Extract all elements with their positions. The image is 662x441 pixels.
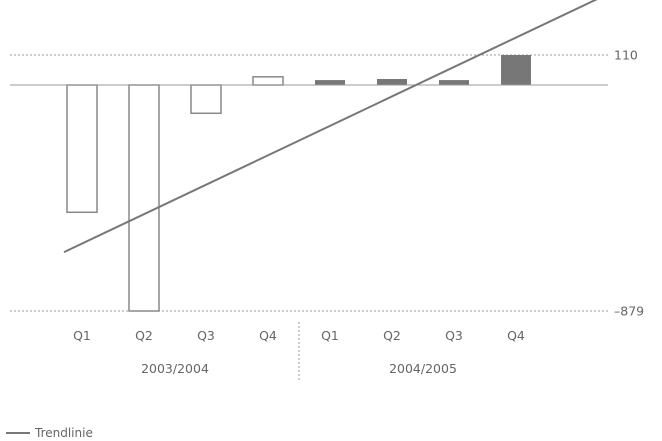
bar-3 [252, 76, 284, 86]
legend-trendline-swatch [6, 432, 30, 434]
x-tick-0: Q1 [73, 328, 91, 343]
reference-label-0: 110 [614, 48, 638, 63]
x-tick-3: Q4 [259, 328, 277, 343]
legend-trendline-label: Trendlinie [35, 426, 93, 440]
bar-5 [377, 79, 407, 85]
group-label-1: 2004/2005 [389, 361, 457, 376]
x-tick-4: Q1 [321, 328, 339, 343]
reference-label-1: –879 [614, 304, 644, 319]
x-axis-ticks: Q1 Q2 Q3 Q4 Q1 Q2 Q3 Q4 [73, 328, 525, 343]
group-label-0: 2003/2004 [141, 361, 209, 376]
bars [66, 55, 531, 312]
reference-labels: 110 –879 [614, 48, 644, 319]
x-tick-6: Q3 [445, 328, 463, 343]
legend: Trendlinie [6, 425, 93, 441]
bar-1 [128, 84, 160, 312]
bar-6 [439, 80, 469, 85]
x-tick-5: Q2 [383, 328, 401, 343]
x-tick-7: Q4 [507, 328, 525, 343]
reference-lines [10, 54, 608, 312]
trendline-group [63, 0, 598, 254]
x-axis-groups: 2003/2004 2004/2005 [141, 322, 457, 380]
trendline [63, 0, 598, 254]
x-tick-2: Q3 [197, 328, 215, 343]
bar-2 [190, 84, 222, 115]
bar-4 [315, 80, 345, 85]
bar-0 [66, 84, 98, 214]
x-tick-1: Q2 [135, 328, 153, 343]
bar-7 [501, 55, 531, 85]
